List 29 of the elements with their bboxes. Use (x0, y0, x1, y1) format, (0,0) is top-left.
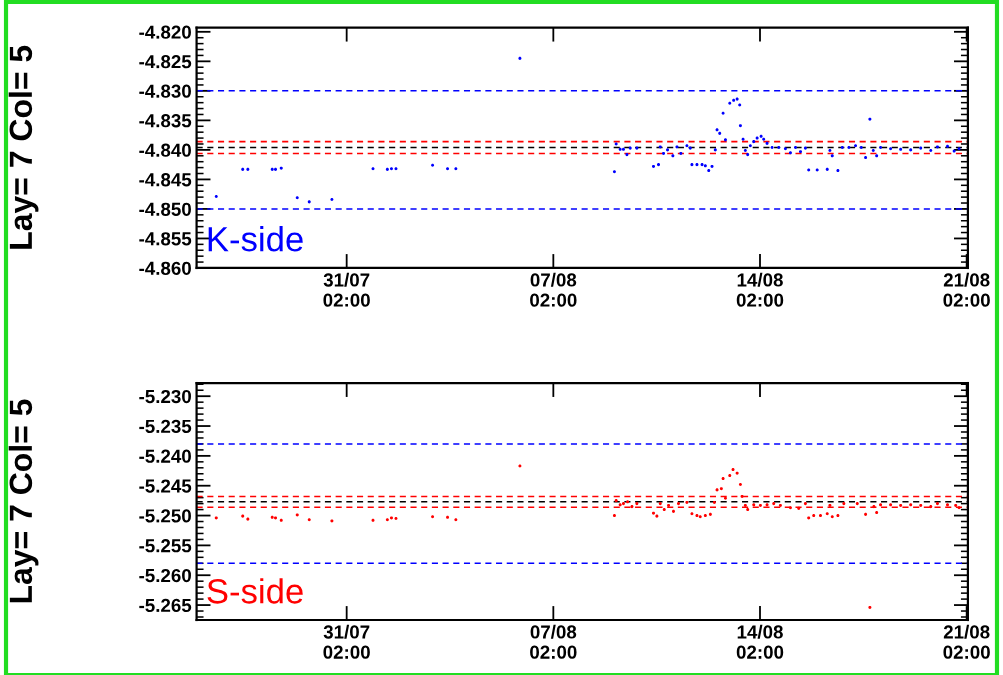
y-tick-label: -4.830 (139, 84, 191, 98)
y-tick-label: -5.230 (139, 389, 191, 404)
annotation: K-side (208, 226, 303, 252)
y-tick-label: -5.255 (139, 539, 192, 553)
y-tick-label: -4.860 (139, 261, 191, 275)
y-tick-label: -4.825 (139, 55, 192, 69)
y-tick-label: -4.850 (139, 202, 191, 216)
y-tick-label: -5.250 (139, 509, 191, 523)
y-tick-label: -5.245 (139, 479, 192, 493)
x-tick-label: 31/07 02:00 (323, 272, 370, 307)
y-tick-label: -4.845 (139, 173, 192, 187)
x-tick-label: 14/08 02:00 (736, 624, 784, 659)
y-tick-label: -5.260 (139, 568, 191, 583)
annotation: S-side (207, 578, 303, 604)
y-tick-label: -4.840 (139, 143, 191, 157)
y-tick-label: -5.240 (139, 449, 191, 463)
y-axis-title: Lay= 7 Col= 5 (8, 45, 39, 249)
y-tick-label: -5.235 (139, 419, 192, 434)
x-tick-label: 07/08 02:00 (530, 624, 577, 659)
y-tick-label: -4.835 (139, 114, 192, 128)
x-tick-label: 07/08 02:00 (530, 272, 577, 307)
x-tick-label: 21/08 02:00 (943, 272, 990, 307)
x-tick-label: 14/08 02:00 (736, 272, 784, 307)
y-tick-label: -4.855 (139, 232, 192, 246)
x-tick-label: 31/07 02:00 (323, 624, 370, 659)
y-axis-title: Lay= 7 Col= 5 (8, 399, 39, 603)
y-tick-label: -4.820 (139, 25, 191, 39)
x-tick-label: 21/08 02:00 (943, 624, 990, 659)
y-tick-label: -5.265 (139, 598, 192, 613)
